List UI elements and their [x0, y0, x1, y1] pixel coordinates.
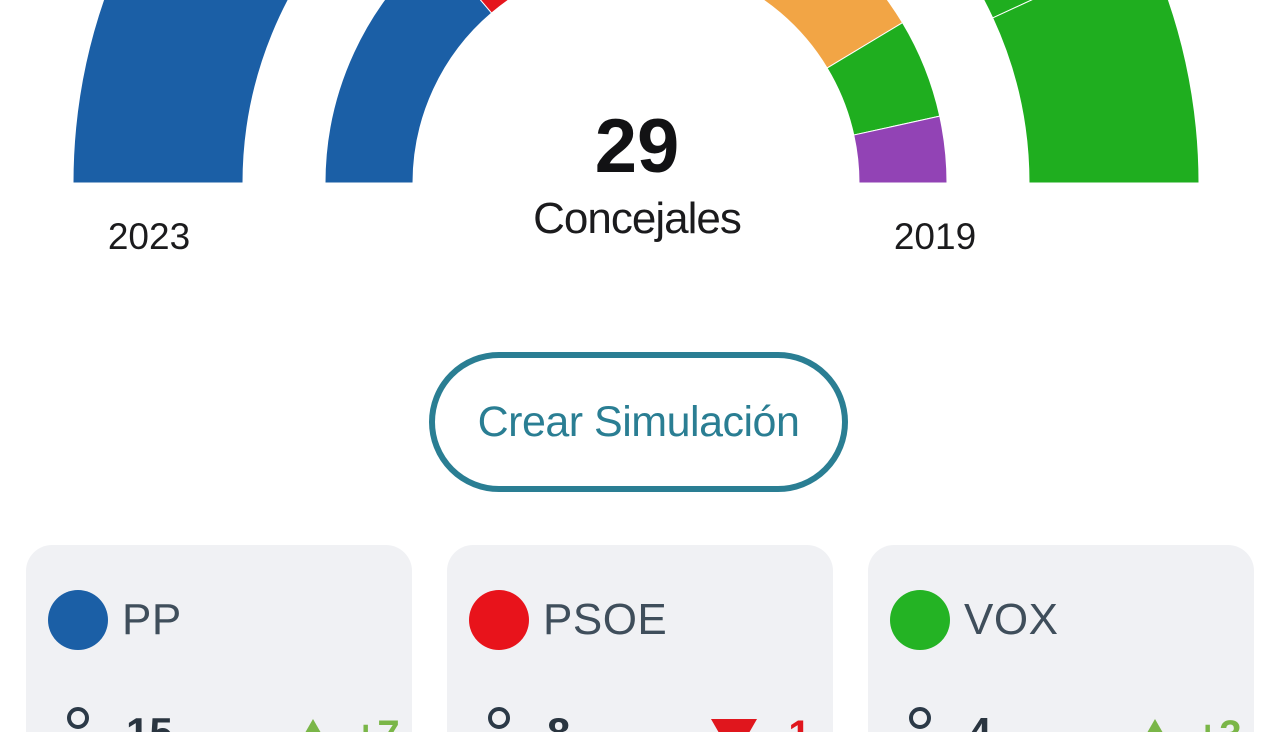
party-card-vox[interactable]: VOX 4 +3 — [868, 545, 1254, 732]
ring-2019-segment-unidas-podemos — [853, 115, 948, 184]
vox-seats: 4 — [968, 709, 991, 732]
hemicycle-chart — [72, 0, 1200, 184]
ring-2019-segment-pp — [324, 0, 493, 184]
vox-name: VOX — [964, 595, 1059, 644]
party-card-psoe[interactable]: PSOE 8 -1 — [447, 545, 833, 732]
councillor-person-icon — [488, 707, 510, 729]
councillor-person-icon — [909, 707, 931, 729]
ring-2019-segment-psoe — [479, 0, 510, 14]
pp-seats: 15 — [126, 709, 173, 732]
total-seats-value: 29 — [594, 104, 680, 189]
psoe-name: PSOE — [543, 595, 668, 644]
pp-color-dot — [48, 590, 108, 650]
create-simulation-label: Crear Simulación — [477, 397, 800, 446]
vox-color-dot — [890, 590, 950, 650]
psoe-seats: 8 — [547, 709, 570, 732]
party-card-pp[interactable]: PP 15 +7 — [26, 545, 412, 732]
total-seats-label: Concejales — [533, 194, 742, 243]
ring-2023-segment-pp — [72, 0, 289, 184]
total-seats-block: 29 Concejales — [533, 104, 742, 243]
psoe-color-dot — [469, 590, 529, 650]
vox-delta: +3 — [1196, 713, 1242, 732]
pp-delta: +7 — [354, 713, 400, 732]
councillor-person-icon — [67, 707, 89, 729]
pp-name: PP — [122, 595, 182, 644]
psoe-delta: -1 — [775, 713, 811, 732]
trend-up-icon — [290, 719, 336, 732]
ring-2023-segment-compromís — [983, 0, 1033, 19]
create-simulation-button[interactable]: Crear Simulación — [429, 352, 848, 492]
year-label-2019: 2019 — [893, 216, 977, 257]
trend-up-icon — [1132, 719, 1178, 732]
ring-2023-segment-vox — [992, 0, 1200, 184]
trend-down-icon — [711, 719, 757, 732]
year-label-2023: 2023 — [107, 216, 191, 257]
